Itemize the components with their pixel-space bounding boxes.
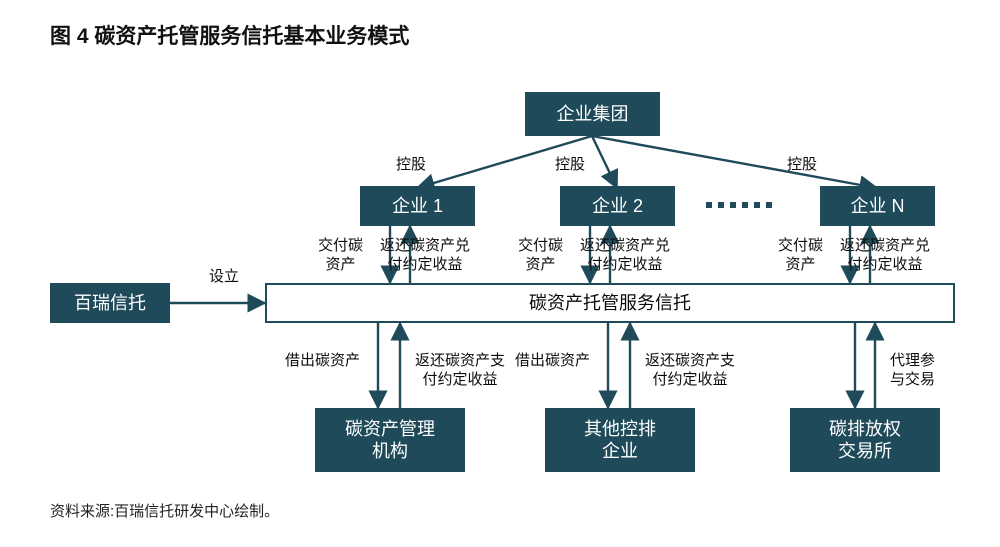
node-mgr: 碳资产管理 机构 bbox=[315, 408, 465, 472]
node-entN: 企业 N bbox=[820, 186, 935, 226]
edge-1 bbox=[592, 136, 617, 188]
label-bot2a: 借出碳资产 bbox=[515, 352, 590, 371]
label-top3a: 交付碳 资产 bbox=[778, 237, 823, 275]
label-bot1b: 返还碳资产支 付约定收益 bbox=[415, 352, 505, 390]
diagram-stage: 图 4 碳资产托管服务信托基本业务模式 企业集团企业 1 企业 2 企业 N 百瑞信托… bbox=[0, 0, 1000, 547]
node-center: 碳资产托管服务信托 bbox=[265, 283, 955, 323]
label-hold1: 控股 bbox=[396, 156, 426, 175]
ellipsis-dots bbox=[706, 202, 772, 208]
label-top1a: 交付碳 资产 bbox=[318, 237, 363, 275]
node-group: 企业集团 bbox=[525, 92, 660, 136]
node-other: 其他控排 企业 bbox=[545, 408, 695, 472]
label-bot3: 代理参 与交易 bbox=[890, 352, 935, 390]
label-setup: 设立 bbox=[209, 268, 239, 287]
label-top2b: 返还碳资产兑 付约定收益 bbox=[580, 237, 670, 275]
label-top2a: 交付碳 资产 bbox=[518, 237, 563, 275]
label-bot2b: 返还碳资产支 付约定收益 bbox=[645, 352, 735, 390]
label-top3b: 返还碳资产兑 付约定收益 bbox=[840, 237, 930, 275]
label-top1b: 返还碳资产兑 付约定收益 bbox=[380, 237, 470, 275]
node-ent1: 企业 1 bbox=[360, 186, 475, 226]
edge-2 bbox=[592, 136, 877, 188]
label-hold3: 控股 bbox=[787, 156, 817, 175]
node-exch: 碳排放权 交易所 bbox=[790, 408, 940, 472]
label-hold2: 控股 bbox=[555, 156, 585, 175]
node-bairui: 百瑞信托 bbox=[50, 283, 170, 323]
figure-source: 资料来源:百瑞信托研发中心绘制。 bbox=[50, 500, 279, 521]
label-bot1a: 借出碳资产 bbox=[285, 352, 360, 371]
figure-title: 图 4 碳资产托管服务信托基本业务模式 bbox=[50, 20, 409, 50]
node-ent2: 企业 2 bbox=[560, 186, 675, 226]
